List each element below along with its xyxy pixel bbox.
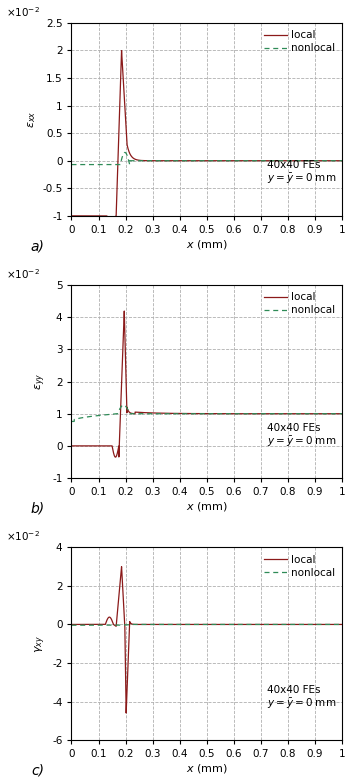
nonlocal — [241, 409, 246, 419]
nonlocal — [270, 620, 274, 629]
Y-axis label: $\gamma_{xy}$: $\gamma_{xy}$ — [33, 635, 48, 653]
local — [340, 620, 344, 629]
Text: 40x40 FEs
$y=\bar{y}=0$ mm: 40x40 FEs $y=\bar{y}=0$ mm — [267, 160, 337, 187]
Text: 40x40 FEs
$y=\bar{y}=0$ mm: 40x40 FEs $y=\bar{y}=0$ mm — [267, 685, 337, 711]
local — [270, 409, 274, 419]
local — [119, 46, 124, 55]
nonlocal — [121, 401, 126, 410]
nonlocal — [167, 409, 172, 419]
Line: local: local — [72, 567, 342, 713]
local — [83, 211, 87, 220]
Legend: local, nonlocal: local, nonlocal — [261, 552, 337, 580]
local — [167, 620, 172, 629]
Text: b): b) — [31, 501, 45, 515]
Line: local: local — [72, 51, 342, 219]
nonlocal — [230, 156, 234, 166]
nonlocal — [270, 409, 274, 419]
Y-axis label: $\varepsilon_{xx}$: $\varepsilon_{xx}$ — [26, 111, 38, 128]
nonlocal — [340, 409, 344, 419]
local — [270, 156, 274, 166]
local — [230, 620, 234, 629]
nonlocal — [83, 621, 87, 630]
local — [69, 211, 74, 220]
local — [340, 409, 344, 419]
Line: nonlocal: nonlocal — [72, 152, 342, 165]
X-axis label: $x$ (mm): $x$ (mm) — [186, 762, 228, 775]
nonlocal — [69, 621, 74, 630]
local — [241, 156, 246, 166]
Text: a): a) — [31, 239, 45, 253]
Line: nonlocal: nonlocal — [72, 405, 342, 422]
nonlocal — [230, 620, 234, 629]
nonlocal — [83, 160, 87, 169]
local — [230, 156, 234, 166]
local — [113, 452, 118, 462]
nonlocal — [167, 156, 172, 166]
nonlocal — [83, 412, 87, 422]
local — [109, 214, 113, 223]
nonlocal — [340, 620, 344, 629]
nonlocal — [69, 417, 74, 426]
local — [83, 441, 87, 451]
Text: $\times10^{-2}$: $\times10^{-2}$ — [6, 5, 40, 19]
local — [340, 156, 344, 166]
local — [122, 306, 126, 316]
local — [69, 441, 74, 451]
local — [167, 408, 172, 418]
nonlocal — [167, 620, 172, 629]
Y-axis label: $\varepsilon_{yy}$: $\varepsilon_{yy}$ — [33, 373, 48, 390]
nonlocal — [285, 620, 289, 629]
local — [124, 708, 128, 718]
nonlocal — [123, 148, 127, 157]
nonlocal — [340, 156, 344, 166]
nonlocal — [241, 620, 246, 629]
nonlocal — [285, 156, 289, 166]
local — [285, 409, 289, 419]
nonlocal — [230, 409, 234, 419]
Line: local: local — [72, 311, 342, 457]
Text: c): c) — [31, 763, 44, 777]
nonlocal — [270, 156, 274, 166]
local — [241, 620, 246, 629]
local — [69, 620, 74, 629]
local — [270, 620, 274, 629]
local — [83, 620, 87, 629]
nonlocal — [69, 160, 74, 169]
Legend: local, nonlocal: local, nonlocal — [261, 291, 337, 318]
nonlocal — [130, 620, 134, 629]
nonlocal — [285, 409, 289, 419]
Text: 40x40 FEs
$y=\bar{y}=0$ mm: 40x40 FEs $y=\bar{y}=0$ mm — [267, 423, 337, 448]
nonlocal — [241, 156, 246, 166]
local — [285, 156, 289, 166]
local — [285, 620, 289, 629]
Text: $\times10^{-2}$: $\times10^{-2}$ — [6, 267, 40, 281]
local — [230, 409, 234, 419]
X-axis label: $x$ (mm): $x$ (mm) — [186, 500, 228, 513]
Text: $\times10^{-2}$: $\times10^{-2}$ — [6, 530, 40, 544]
X-axis label: $x$ (mm): $x$ (mm) — [186, 237, 228, 251]
local — [119, 562, 124, 572]
local — [167, 156, 172, 166]
Legend: local, nonlocal: local, nonlocal — [261, 28, 337, 55]
local — [241, 409, 246, 419]
